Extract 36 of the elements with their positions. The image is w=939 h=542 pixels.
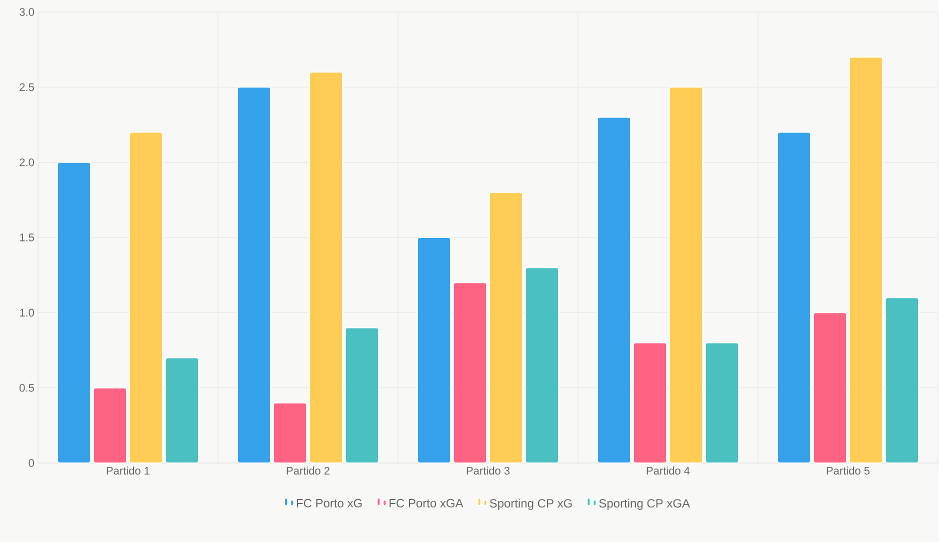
y-tick-label: 2.5	[20, 83, 34, 92]
legend-label: FC Porto xG	[296, 498, 362, 508]
bar	[705, 342, 740, 464]
bar	[57, 162, 92, 464]
bar	[777, 132, 811, 464]
bar	[813, 312, 848, 464]
legend-label: Sporting CP xGA	[599, 498, 690, 510]
y-tick-label: 1.5	[20, 234, 34, 242]
x-tick-label: Partido 3	[466, 466, 510, 475]
y-tick-label: 0	[28, 459, 34, 467]
bar	[525, 267, 560, 464]
bar	[633, 342, 668, 464]
x-tick-label: Partido 2	[286, 466, 330, 475]
x-tick-label: Partido 1	[106, 466, 150, 475]
x-tick-label: Partido 4	[646, 466, 690, 475]
y-tick-label: 1.0	[20, 308, 34, 317]
bar	[669, 86, 703, 464]
bar	[273, 402, 308, 464]
y-tick-label: 2.0	[20, 158, 34, 166]
bar	[309, 72, 344, 464]
bar	[417, 237, 452, 464]
x-tick-label: Partido 5	[826, 466, 870, 475]
bar	[453, 282, 488, 464]
bar	[849, 56, 884, 464]
y-tick-label: 3.0	[20, 8, 34, 16]
bar	[885, 297, 920, 464]
y-tick-label: 0.5	[20, 384, 34, 392]
bar	[129, 132, 164, 464]
legend-label: FC Porto xGA	[390, 498, 464, 508]
bar	[237, 86, 272, 464]
legend-label: Sporting CP xG	[490, 498, 572, 510]
bar	[345, 327, 380, 464]
bar	[489, 192, 524, 464]
bar	[93, 387, 128, 464]
bar	[165, 357, 200, 464]
bar	[597, 116, 632, 464]
